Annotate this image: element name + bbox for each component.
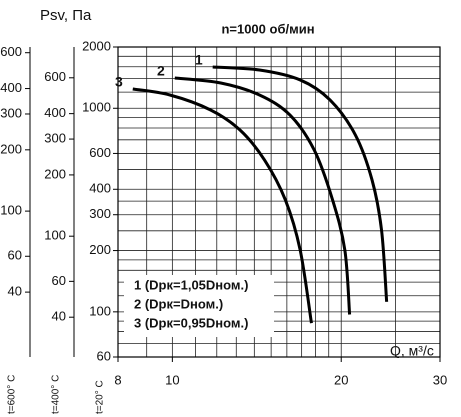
y-tick-label: 2000 [82,38,111,53]
y-tick-label: 40 [8,284,22,299]
y-tick-label: 200 [44,166,66,181]
y-tick-label: 1000 [82,100,111,115]
y-tick-label: 60 [97,348,111,363]
y-tick-label: 600 [0,44,22,59]
y-tick-label: 100 [0,203,22,218]
y-axis-title: Psv, Па [40,7,92,24]
x-tick-label: 20 [334,372,348,387]
x-axis-title: Q, м³/с [390,343,434,359]
y-tick-label: 300 [89,206,111,221]
curve [212,65,389,302]
curve-label: 2 [157,63,165,79]
x-tick-label: 8 [114,372,121,387]
y-tick-label: 300 [0,105,22,120]
curve-label: 3 [115,74,123,90]
legend-entry: 1 (Dрк=1,05Dном.) [134,277,248,292]
y-tick-label: 200 [89,242,111,257]
y-axis-label: t=600° C [7,375,18,414]
legend-entry: 3 (Dрк=0,95Dном.) [134,315,248,330]
y-tick-label: 60 [52,273,66,288]
y-tick-label: 400 [89,181,111,196]
y-tick-label: 300 [44,131,66,146]
y-tick-label: 100 [44,228,66,243]
x-tick-label: 30 [433,372,447,387]
plot-frame [117,46,441,358]
y-tick-label: 600 [44,69,66,84]
legend-entry: 2 (Dрк=Dном.) [134,296,223,311]
y-tick-label: 200 [0,141,22,156]
curve-label: 1 [195,52,203,68]
y-tick-label: 60 [8,248,22,263]
y-axis-label: t=20° C [95,380,106,414]
legend-box [124,275,274,337]
y-tick-label: 600 [89,145,111,160]
x-tick-label: 10 [165,372,179,387]
curve [132,87,313,324]
y-tick-label: 400 [0,80,22,95]
y-axis-label: t=400° C [51,375,62,414]
y-tick-label: 40 [52,309,66,324]
chart-title: n=1000 об/мин [221,21,314,36]
curve [174,76,352,315]
y-tick-label: 400 [44,105,66,120]
y-tick-label: 100 [89,303,111,318]
